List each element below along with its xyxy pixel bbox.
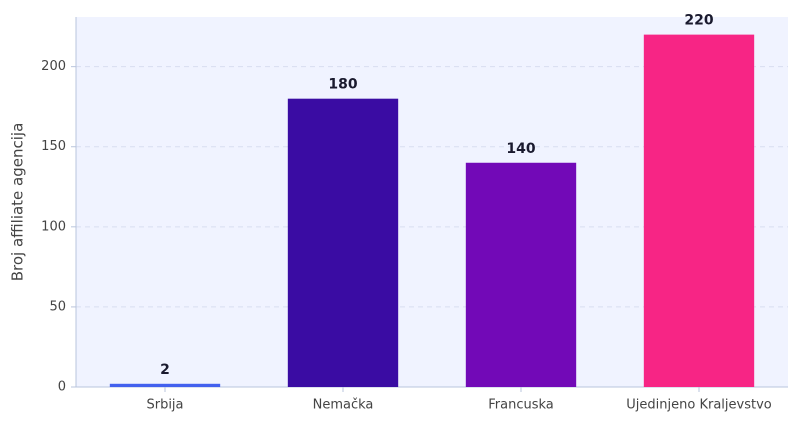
value-label: 140 — [506, 141, 535, 157]
y-axis-label: Broj affiliate agencija — [9, 123, 27, 282]
x-tick-label: Ujedinjeno Kraljevstvo — [626, 398, 771, 413]
y-tick-label: 100 — [41, 219, 66, 234]
y-tick-label: 200 — [41, 59, 66, 74]
x-tick-label: Srbija — [146, 398, 183, 413]
value-label: 220 — [684, 13, 713, 29]
y-tick-label: 50 — [49, 299, 66, 314]
x-tick-label: Francuska — [488, 398, 554, 413]
y-tick-label: 150 — [41, 139, 66, 154]
value-label: 2 — [160, 362, 170, 378]
bar — [643, 34, 755, 387]
bar — [465, 162, 577, 387]
y-tick-label: 0 — [58, 380, 66, 395]
bar — [109, 383, 221, 387]
x-tick-label: Nemačka — [313, 398, 374, 413]
bar — [287, 98, 399, 388]
value-label: 180 — [328, 77, 357, 93]
